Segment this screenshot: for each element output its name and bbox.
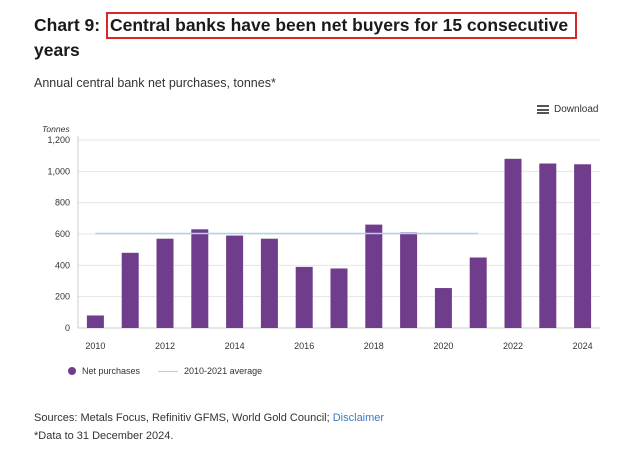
footnote: *Data to 31 December 2024. — [34, 430, 174, 442]
y-tick-label: 600 — [55, 229, 70, 239]
title-line2: years — [34, 40, 80, 60]
y-tick-label: 400 — [55, 260, 70, 270]
x-tick-label: 2012 — [155, 341, 175, 351]
download-label: Download — [554, 104, 599, 115]
x-tick-label: 2014 — [225, 341, 245, 351]
bar-2011 — [121, 252, 139, 328]
bar-2019 — [400, 232, 418, 328]
bar-2023 — [539, 163, 557, 328]
y-tick-label: 200 — [55, 292, 70, 302]
bar-2010 — [86, 315, 104, 328]
bar-2015 — [260, 238, 278, 328]
bar-2020 — [434, 288, 452, 328]
bar-2014 — [226, 235, 244, 328]
x-tick-label: 2010 — [85, 341, 105, 351]
bar-2013 — [191, 229, 209, 328]
disclaimer-link[interactable]: Disclaimer — [332, 412, 385, 424]
sources-note: Sources: Metals Focus, Refinitiv GFMS, W… — [34, 412, 384, 424]
legend-label-average: 2010-2021 average — [184, 366, 263, 376]
bar-2012 — [156, 238, 174, 328]
bar-2017 — [330, 268, 348, 328]
bar-2016 — [295, 266, 313, 328]
y-tick-label: 800 — [55, 198, 70, 208]
y-axis-unit-label: Tonnes — [42, 124, 70, 134]
y-tick-label: 0 — [65, 323, 70, 333]
bar-2024 — [574, 164, 592, 328]
x-tick-label: 2018 — [364, 341, 384, 351]
title-prefix: Chart 9: — [34, 15, 105, 35]
chart-legend: Net purchases 2010-2021 average — [68, 366, 262, 376]
menu-icon — [537, 105, 549, 114]
x-tick-label: 2020 — [433, 341, 453, 351]
legend-label-net-purchases: Net purchases — [82, 366, 141, 376]
chart-subtitle: Annual central bank net purchases, tonne… — [34, 76, 276, 90]
download-button[interactable]: Download — [537, 104, 598, 115]
sources-text: Sources: Metals Focus, Refinitiv GFMS, W… — [34, 412, 333, 424]
legend-swatch-average — [158, 370, 179, 372]
y-tick-label: 1,000 — [47, 166, 70, 176]
y-tick-label: 1,200 — [47, 135, 70, 145]
legend-swatch-net-purchases — [68, 367, 76, 375]
bar-2018 — [365, 224, 383, 328]
chart-title: Chart 9: Central banks have been net buy… — [34, 12, 614, 61]
title-highlight: Central banks have been net buyers for 1… — [105, 12, 578, 39]
x-tick-label: 2016 — [294, 341, 314, 351]
bar-2021 — [469, 257, 487, 328]
x-tick-label: 2024 — [573, 341, 593, 351]
x-tick-label: 2022 — [503, 341, 523, 351]
bar-2022 — [504, 158, 522, 328]
